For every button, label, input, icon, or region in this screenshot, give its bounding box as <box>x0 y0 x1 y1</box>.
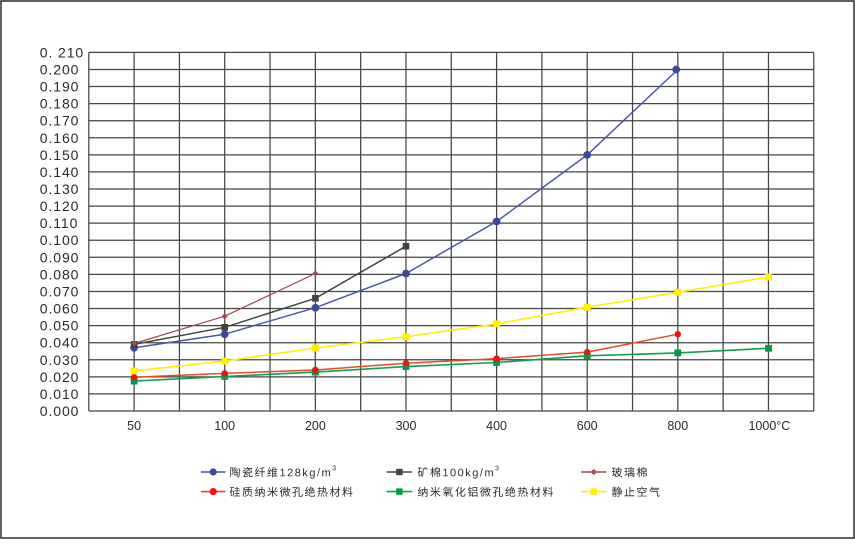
svg-text:0.170: 0.170 <box>40 113 80 129</box>
svg-text:0.050: 0.050 <box>40 318 80 334</box>
svg-text:0.130: 0.130 <box>40 181 80 197</box>
svg-text:400: 400 <box>486 419 507 433</box>
svg-text:0.080: 0.080 <box>40 266 80 282</box>
svg-text:0.010: 0.010 <box>40 386 80 402</box>
svg-text:0.070: 0.070 <box>40 283 80 299</box>
svg-text:0.100: 0.100 <box>40 232 80 248</box>
svg-text:200: 200 <box>305 419 326 433</box>
svg-text:0.180: 0.180 <box>40 96 80 112</box>
svg-text:100: 100 <box>214 419 235 433</box>
svg-text:0.140: 0.140 <box>40 164 80 180</box>
svg-text:0.090: 0.090 <box>40 249 80 265</box>
svg-text:0.040: 0.040 <box>40 335 80 351</box>
svg-text:300: 300 <box>396 419 417 433</box>
svg-text:0.160: 0.160 <box>40 130 80 146</box>
svg-text:0.150: 0.150 <box>40 147 80 163</box>
svg-text:0.200: 0.200 <box>40 61 80 77</box>
svg-text:0.060: 0.060 <box>40 301 80 317</box>
svg-text:0.110: 0.110 <box>40 215 79 231</box>
svg-text:800: 800 <box>667 419 688 433</box>
svg-text:0.120: 0.120 <box>40 198 80 214</box>
svg-text:600: 600 <box>577 419 598 433</box>
svg-text:1000°C: 1000°C <box>748 419 790 433</box>
svg-text:50: 50 <box>127 419 141 433</box>
svg-text:0.000: 0.000 <box>40 403 80 419</box>
svg-text:0. 210: 0. 210 <box>40 44 84 60</box>
svg-text:0.030: 0.030 <box>40 352 80 368</box>
svg-text:0.190: 0.190 <box>40 79 80 95</box>
svg-text:0.020: 0.020 <box>40 369 80 385</box>
